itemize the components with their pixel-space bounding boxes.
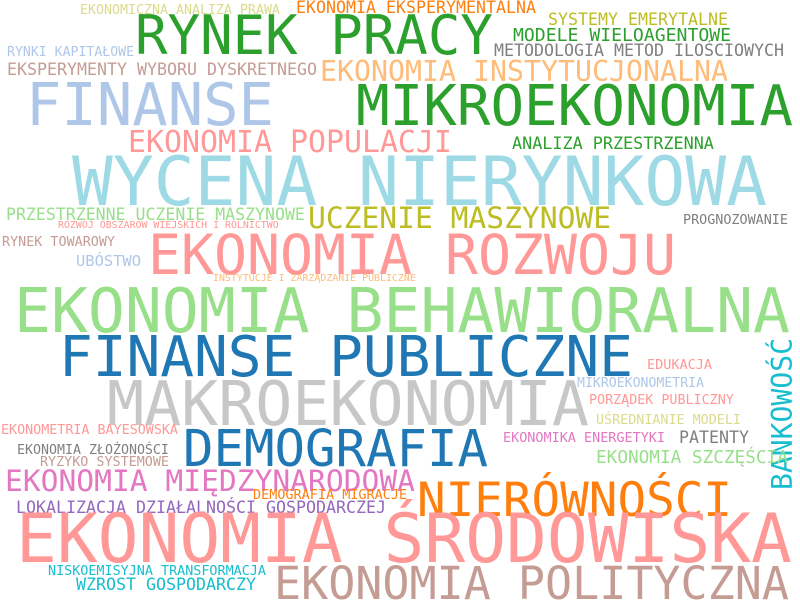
word-ekonomia-szczescia: EKONOMIA SZCZĘŚCIA	[596, 448, 788, 468]
word-ekonomika-energetyki: EKONOMIKA ENERGETYKI	[503, 431, 665, 446]
word-metodologia-metod-ilosciowych: METODOLOGIA METOD ILOŚCIOWYCH	[494, 41, 784, 60]
word-makroekonomia: MAKROEKONOMIA	[107, 368, 589, 440]
word-ubostwo: UBÓSTWO	[76, 252, 141, 270]
word-lokalizacja-dzialalnosci-gospodarczej: LOKALIZACJA DZIAŁALNOŚCI GOSPODARCZEJ	[16, 498, 386, 517]
word-eksperymenty-wyboru-dyskretnego: EKSPERYMENTY WYBORU DYSKRETNEGO	[7, 60, 317, 79]
word-usrednianie-modeli: UŚREDNIANIE MODELI	[596, 413, 741, 428]
word-rozwoj-obszarow-wiejskich: ROZWÓJ OBSZARÓW WIEJSKICH I ROLNICTWO	[58, 220, 279, 231]
word-ekonomia-instytucjonalna: EKONOMIA INSTYTUCJONALNA	[320, 55, 728, 88]
word-porzadek-publiczny: PORZĄDEK PUBLICZNY	[589, 393, 734, 408]
word-edukacja: EDUKACJA	[647, 357, 713, 373]
word-rynek-pracy: RYNEK PRACY	[135, 4, 493, 67]
word-ekonomia-srodowiska: EKONOMIA ŚRODOWISKA	[16, 499, 792, 578]
word-modele-wieloagentowe: MODELE WIELOAGENTOWE	[513, 25, 732, 46]
word-analiza-przestrzenna: ANALIZA PRZESTRZENNA	[512, 133, 714, 153]
word-uczenie-maszynowe: UCZENIE MASZYNOWE	[308, 201, 612, 235]
word-patenty: PATENTY	[679, 428, 749, 447]
word-mikroekonometria: MIKROEKONOMETRIA	[577, 376, 705, 391]
word-instytucje-i-zarzadzanie-publiczne: INSTYTUCJE I ZARZĄDZANIE PUBLICZNE	[213, 273, 416, 284]
word-ekonomia-eksperymentalna: EKONOMIA EKSPERYMENTALNA	[296, 0, 536, 17]
word-demografia-migracje: DEMOGRAFIA MIGRACJE	[253, 487, 408, 503]
word-ekonomia-polityczna: EKONOMIA POLITYCZNA	[274, 557, 789, 600]
word-nierownosci: NIERÓWNOŚCI	[417, 473, 732, 528]
word-finanse: FINANSE	[26, 70, 274, 139]
word-wzrost-gospodarczy: WZROST GOSPODARCZY	[76, 575, 256, 594]
word-prognozowanie: PROGNOZOWANIE	[683, 213, 788, 228]
word-finanse-publiczne: FINANSE PUBLICZNE	[59, 325, 633, 390]
word-demografia: DEMOGRAFIA	[183, 419, 488, 478]
word-mikroekonomia: MIKROEKONOMIA	[356, 74, 793, 139]
word-ekonomia-rozwoju: EKONOMIA ROZWOJU	[148, 223, 676, 287]
word-rynek-towarowy: RYNEK TOWAROWY	[2, 235, 115, 250]
word-ryzyko-systemowe: RYZYKO SYSTEMOWE	[40, 455, 169, 470]
word-systemy-emerytalne: SYSTEMY EMERYTALNE	[548, 10, 728, 29]
word-ekonomia-zlozonosci: EKONOMIA ZŁOŻONOŚCI	[17, 443, 169, 458]
word-rynki-kapitalowe: RYNKI KAPITAŁOWE	[7, 45, 135, 60]
word-ekonometria-bayesowska: EKONOMETRIA BAYESOWSKA	[1, 423, 178, 438]
word-przestrzenne-uczenie-maszynowe: PRZESTRZENNE UCZENIE MASZYNOWE	[6, 205, 305, 224]
word-ekonomia-populacji: EKONOMIA POPULACJI	[128, 125, 452, 160]
word-niskoemisyjna-transformacja: NISKOEMISYJNA TRANSFORMACJA	[48, 564, 266, 579]
word-wycena-nierynkowa: WYCENA NIERYNKOWA	[72, 143, 768, 222]
word-ekonomiczna-analiza-prawa: EKONOMICZNA ANALIZA PRAWA	[80, 3, 280, 18]
word-ekonomia-behawioralna: EKONOMIA BEHAWIORALNA	[14, 276, 790, 347]
word-ekonomia-miedzynarodowa: EKONOMIA MIĘDZYNARODOWA	[5, 464, 416, 498]
